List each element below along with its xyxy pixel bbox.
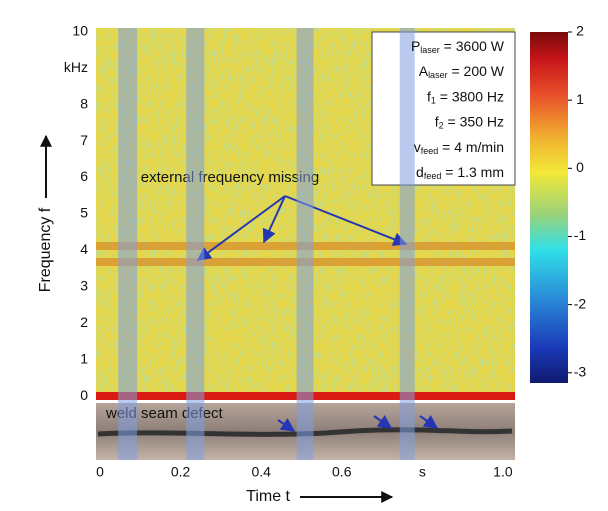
- colorbar-tick-label: -1: [574, 227, 587, 243]
- parameter-subscript: feed: [424, 171, 442, 181]
- y-tick-label: 5: [80, 205, 88, 221]
- parameter: vfeed = 4 m/min: [414, 139, 504, 157]
- y-tick-label: 8: [80, 95, 88, 111]
- colorbar-tick-label: 1: [576, 91, 584, 107]
- parameter-value: = 200 W: [448, 63, 505, 79]
- parameter-symbol: f: [427, 88, 431, 104]
- defect-arrows: [277, 415, 439, 432]
- parameter: f2 = 350 Hz: [435, 113, 504, 131]
- parameter-subscript: 2: [439, 121, 444, 131]
- y-tick-label: 3: [80, 278, 88, 294]
- x-tick-label: s: [419, 464, 426, 480]
- parameter-value: = 3800 Hz: [436, 88, 504, 104]
- annotation: external frequency missing: [141, 169, 319, 186]
- missing-interval: [399, 28, 415, 460]
- colorbar: [530, 32, 568, 383]
- parameter-value: = 1.3 mm: [441, 164, 504, 180]
- x-axis-label: Time t: [246, 488, 290, 505]
- parameter-symbol: A: [419, 63, 429, 79]
- parameter-subscript: 1: [431, 96, 436, 106]
- y-tick-label: 1: [80, 351, 88, 367]
- x-tick-label: 0.6: [332, 464, 352, 480]
- y-tick-label: 4: [80, 241, 88, 257]
- parameter: dfeed = 1.3 mm: [416, 164, 504, 182]
- parameter-value: = 3600 W: [440, 38, 505, 54]
- y-tick-label: 7: [80, 132, 88, 148]
- parameter: f1 = 3800 Hz: [427, 88, 504, 106]
- missing-interval: [118, 28, 138, 460]
- y-tick-label: 2: [80, 314, 88, 330]
- weld-seam: [97, 427, 513, 437]
- colorbar-tick-label: 0: [576, 159, 584, 175]
- parameter-value: = 350 Hz: [444, 113, 504, 129]
- x-tick-label: 0.4: [251, 464, 271, 480]
- x-tick-label: 1.0: [493, 464, 513, 480]
- missing-interval: [296, 28, 314, 460]
- parameter-symbol: P: [411, 38, 420, 54]
- parameter-subscript: laser: [428, 71, 448, 81]
- x-tick-label: 0.2: [171, 464, 191, 480]
- y-axis-label: Frequency f: [37, 207, 54, 292]
- x-tick-label: 0: [96, 464, 104, 480]
- missing-interval: [186, 28, 205, 460]
- y-tick-label: 6: [80, 168, 88, 184]
- parameter-subscript: laser: [420, 45, 440, 55]
- colorbar-tick-label: 2: [576, 23, 584, 39]
- colorbar-tick-label: -3: [574, 363, 587, 379]
- y-tick-label: 0: [80, 387, 88, 403]
- y-tick-label: kHz: [64, 59, 88, 75]
- parameter: Plaser = 3600 W: [411, 38, 505, 56]
- parameter-value: = 4 m/min: [438, 139, 504, 155]
- y-tick-label: 10: [72, 22, 88, 38]
- y-axis-title: Frequency f: [37, 134, 54, 292]
- parameter: Alaser = 200 W: [419, 63, 505, 81]
- parameter-box: [371, 31, 516, 186]
- parameter-subscript: feed: [421, 146, 439, 156]
- parameter-symbol: d: [416, 164, 424, 180]
- parameter-symbol: f: [435, 113, 439, 129]
- x-axis-title: Time t: [246, 488, 394, 505]
- colorbar-tick-label: -2: [574, 295, 587, 311]
- parameter-symbol: v: [414, 139, 421, 155]
